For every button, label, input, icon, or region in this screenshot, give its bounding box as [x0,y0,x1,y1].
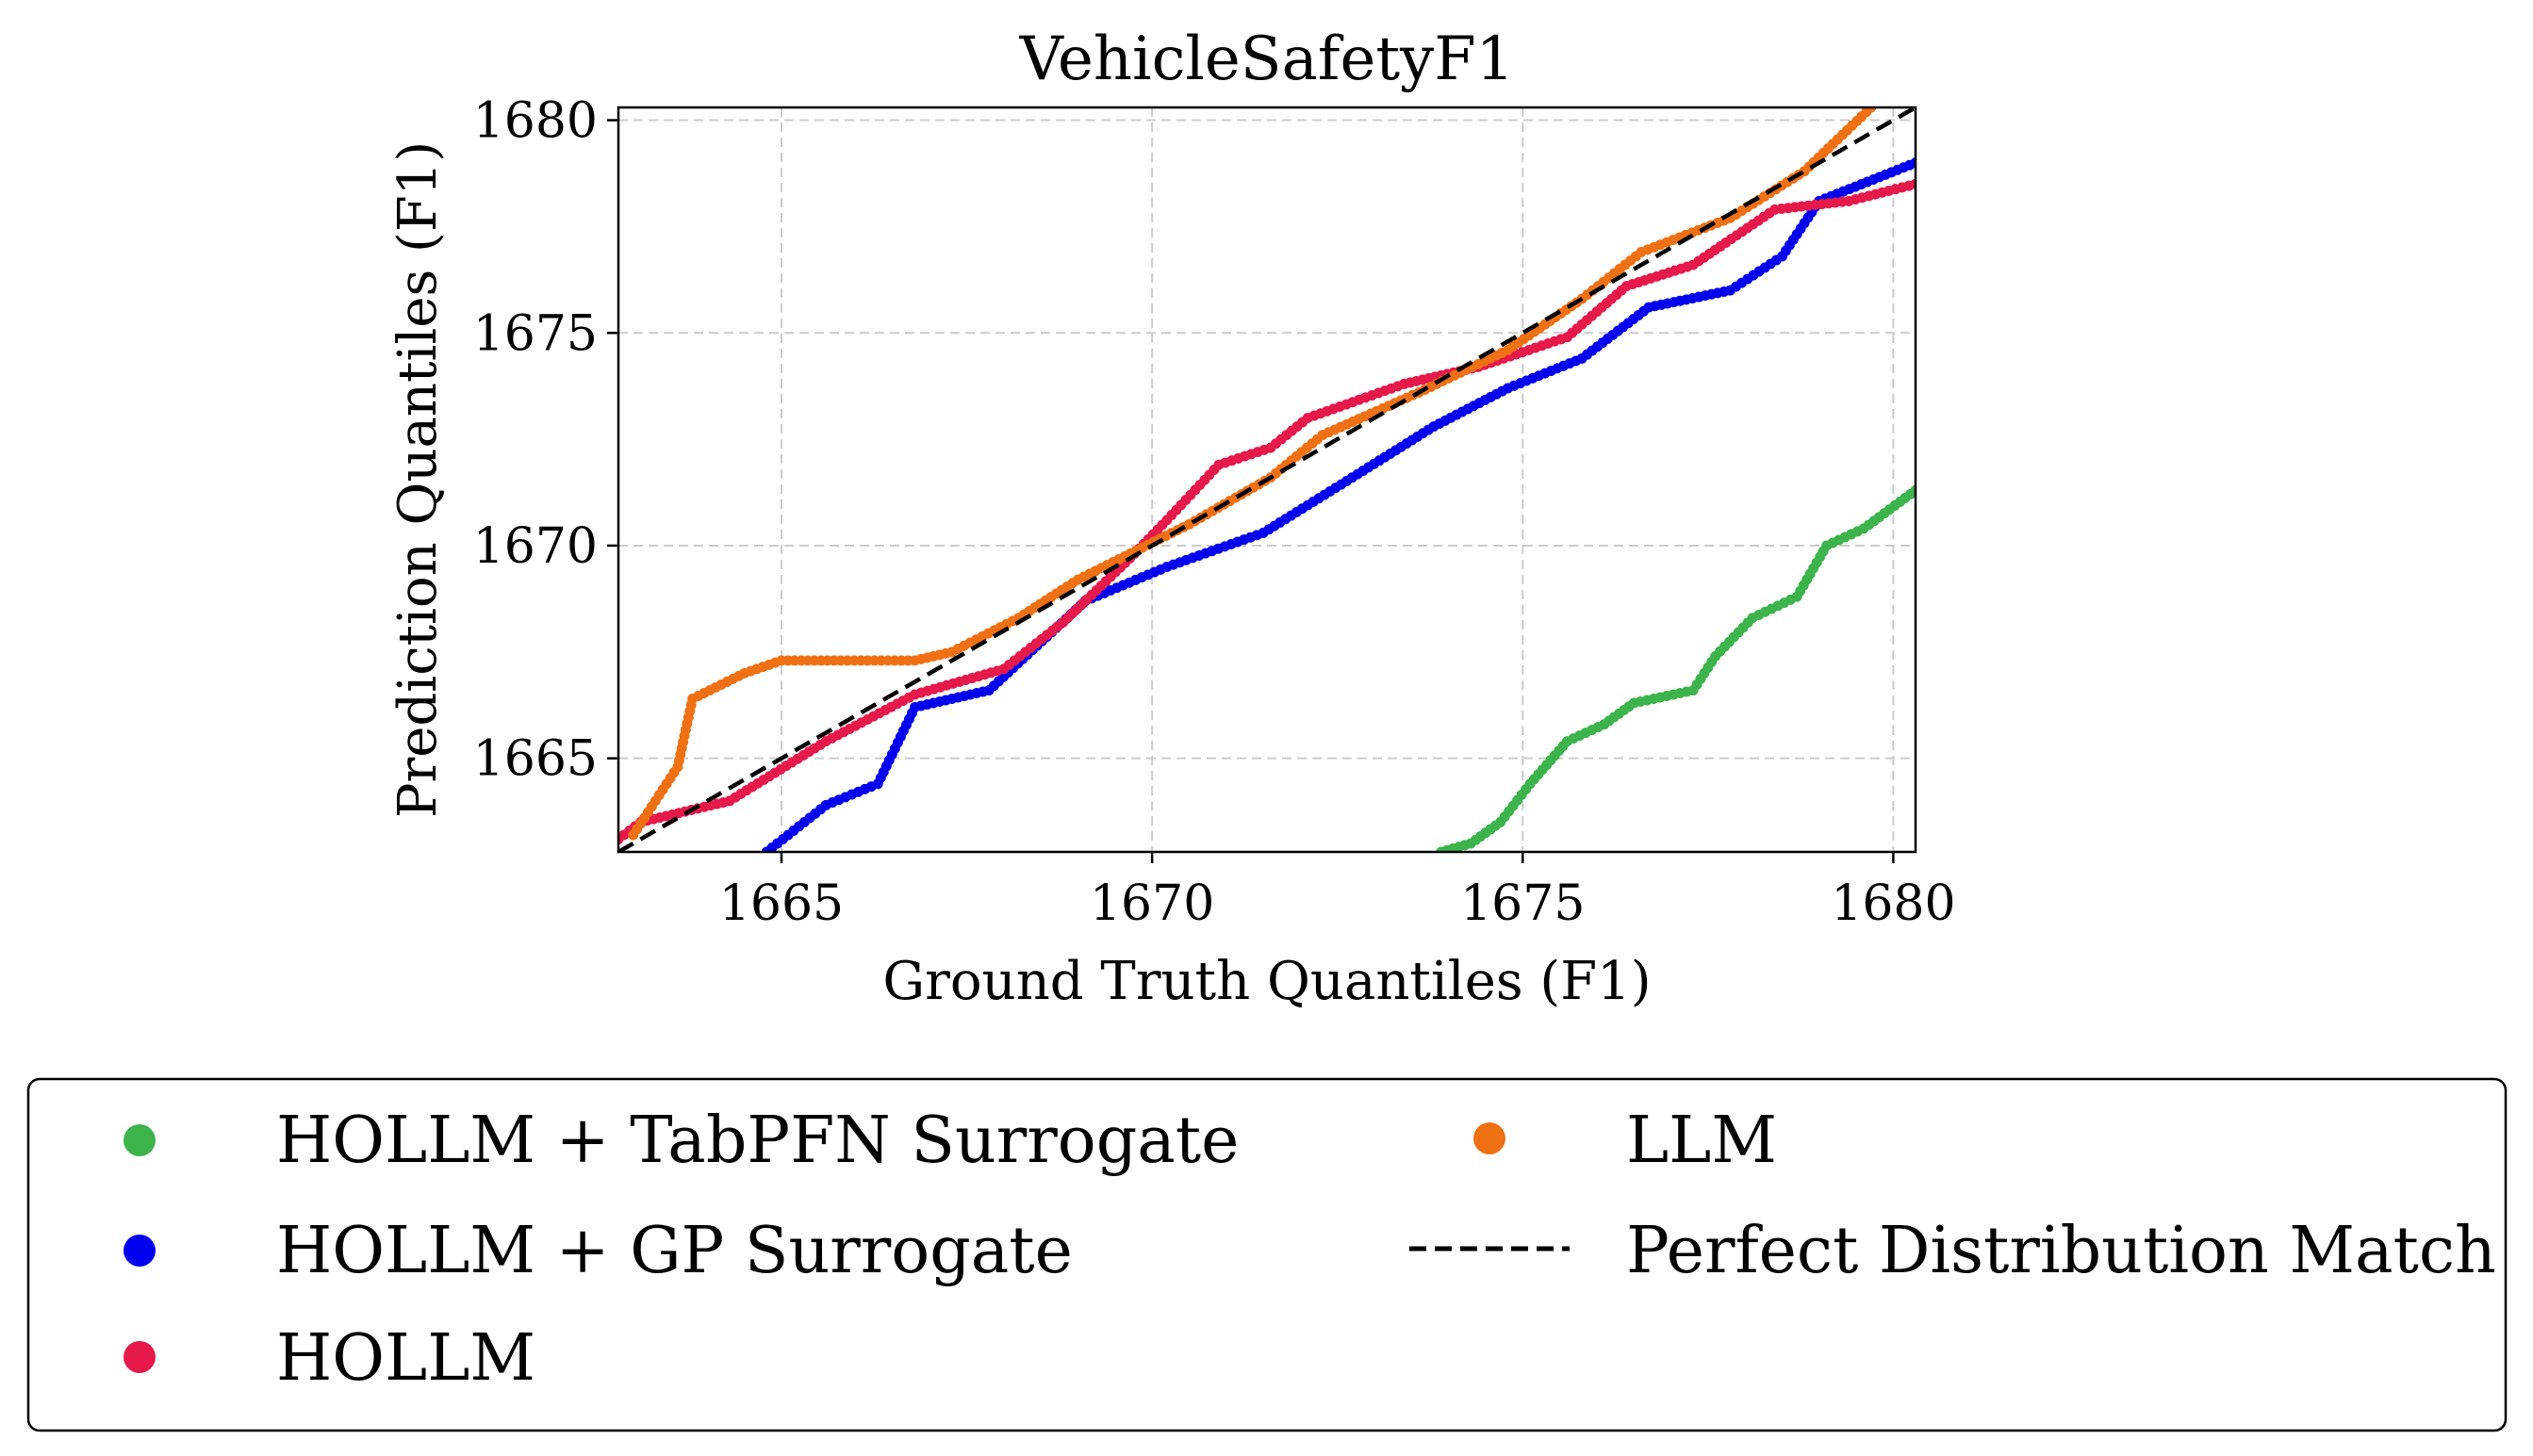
series-hollm-tabpfn-surrogate [1436,484,1916,852]
legend-box [26,1077,2508,1432]
y-tick-label: 1665 [473,731,598,788]
y-tick-label: 1670 [473,518,598,575]
data-point [1910,157,1916,169]
legend-label-hollm-tabpfn: HOLLM + TabPFN Surrogate [276,1104,1239,1178]
series-layer [618,107,1916,852]
legend-marker-hollm [123,1341,156,1373]
perfect-match-line [618,107,1916,852]
x-axis-ticks: 1665 1670 1675 1680 [719,852,1956,932]
legend-marker-hollm-gp [123,1235,156,1267]
legend-label-hollm: HOLLM [276,1321,535,1396]
legend: HOLLM + TabPFN Surrogate HOLLM + GP Surr… [26,1077,2508,1432]
x-tick-label: 1665 [719,875,844,932]
legend-label-llm: LLM [1626,1104,1777,1178]
plot-frame [617,106,1917,854]
chart-title: VehicleSafetyF1 [1019,25,1515,94]
y-axis-label: Prediction Quantiles (F1) [387,141,449,818]
series-hollm-gp-surrogate [761,157,1916,852]
x-tick-label: 1680 [1831,875,1955,932]
x-axis-label: Ground Truth Quantiles (F1) [882,951,1651,1012]
series-perfect-distribution-match [618,107,1916,852]
y-axis-ticks: 1665 1670 1675 1680 [473,93,618,788]
grid [618,107,1916,852]
legend-marker-hollm-tabpfn [123,1124,156,1156]
x-tick-label: 1675 [1460,875,1585,932]
legend-label-hollm-gp: HOLLM + GP Surrogate [276,1214,1073,1288]
legend-marker-llm [1473,1122,1505,1154]
data-point [1910,484,1916,496]
data-point [1910,178,1916,189]
y-tick-label: 1675 [473,305,598,362]
series-llm [628,107,1877,841]
y-tick-label: 1680 [473,93,598,150]
legend-label-perfect-match: Perfect Distribution Match [1626,1214,2496,1288]
data-point [1866,107,1877,113]
x-tick-label: 1670 [1090,875,1214,932]
